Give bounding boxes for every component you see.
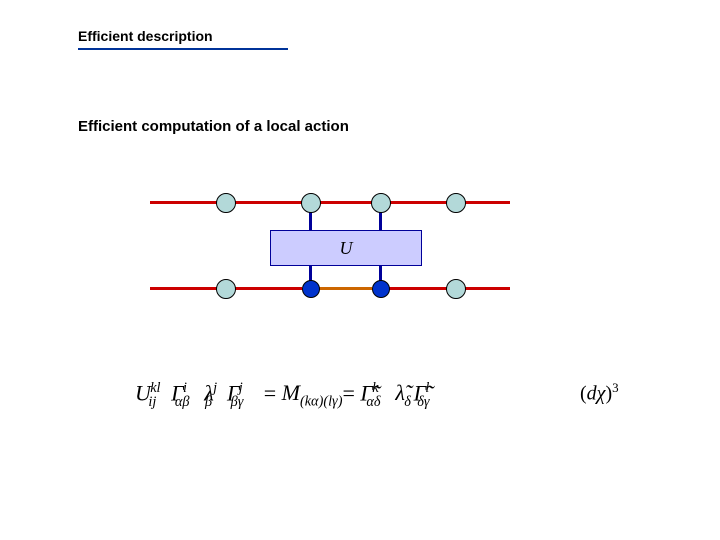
node-circle [446, 279, 466, 299]
wire-segment [232, 201, 302, 204]
wire-segment [387, 201, 447, 204]
page-header-title: Efficient description [78, 28, 213, 44]
wire-segment [232, 287, 302, 290]
header-underline [78, 48, 288, 50]
node-circle [301, 193, 321, 213]
u-gate-box: U [270, 230, 422, 266]
node-circle [372, 280, 390, 298]
wire-segment [462, 287, 510, 290]
subtitle: Efficient computation of a local action [78, 118, 349, 135]
node-circle [302, 280, 320, 298]
complexity-note: (dχ)3 [580, 380, 619, 406]
wire-segment [317, 201, 372, 204]
node-circle [216, 193, 236, 213]
wire-segment [387, 287, 447, 290]
circuit-diagram: U [150, 180, 510, 310]
equation: UklijΓiαβλjβΓjβγ = M(kα)(lγ)= Γ̃kαδλ̃δΓ̃… [135, 380, 444, 411]
node-circle [216, 279, 236, 299]
wire-segment [150, 201, 217, 204]
node-circle [446, 193, 466, 213]
u-gate-label: U [340, 238, 353, 259]
wire-segment [150, 287, 217, 290]
wire-segment [462, 201, 510, 204]
node-circle [371, 193, 391, 213]
wire-segment [317, 287, 372, 290]
